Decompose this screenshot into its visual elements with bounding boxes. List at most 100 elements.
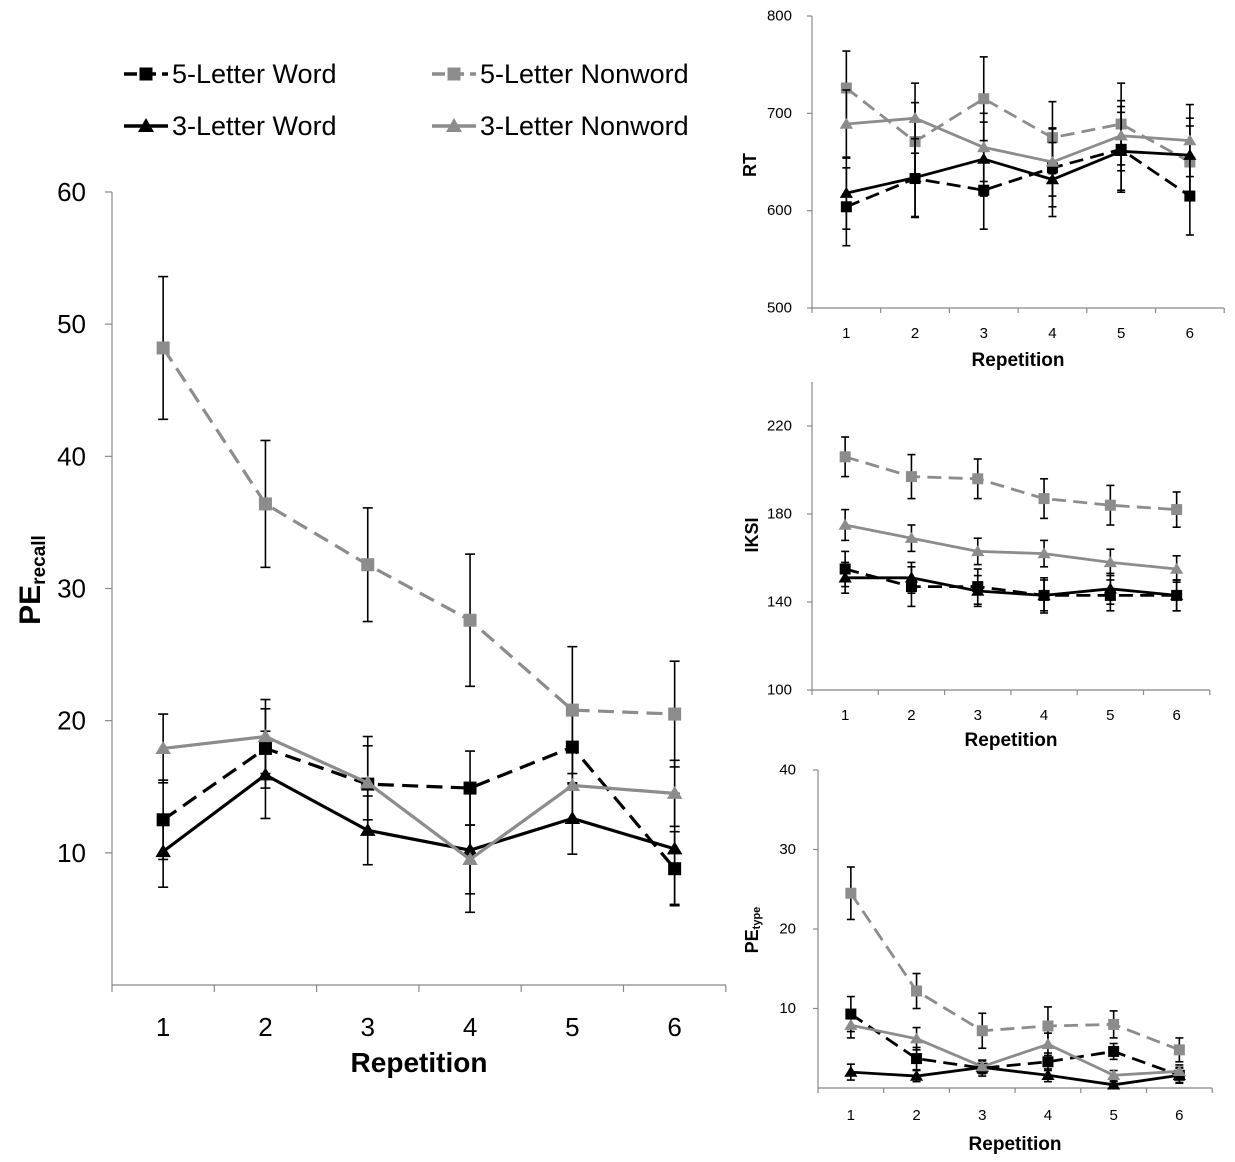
pe-type-data-point bbox=[911, 985, 923, 997]
iksi-data-point bbox=[1103, 556, 1117, 568]
pe-recall-y-tick-label: 20 bbox=[57, 706, 86, 736]
pe-recall-data-point bbox=[359, 775, 376, 789]
iksi-y-tick-label: 140 bbox=[767, 594, 792, 611]
legend-item: 5-Letter Nonword bbox=[432, 59, 689, 89]
rt-x-tick-label: 4 bbox=[1048, 325, 1056, 342]
iksi-y-tick-label: 220 bbox=[767, 418, 792, 435]
rt-data-point bbox=[977, 141, 991, 153]
rt-series-3 bbox=[839, 82, 1197, 197]
legend: 5-Letter Word 5-Letter Nonword 3-Letter Wo… bbox=[124, 59, 689, 141]
rt-data-point bbox=[839, 117, 853, 129]
rt-x-tick-label: 1 bbox=[842, 325, 850, 342]
rt-series-line bbox=[846, 149, 1190, 195]
pe-type-series-line bbox=[850, 1065, 1180, 1087]
iksi-y-tick-label: 180 bbox=[767, 506, 792, 523]
pe-recall-series-line bbox=[162, 734, 675, 862]
pe-type-data-point bbox=[1107, 1069, 1121, 1080]
rt-y-tick-label: 700 bbox=[767, 105, 792, 122]
pe-recall-data-point bbox=[359, 822, 376, 836]
legend-label: 3-Letter Nonword bbox=[480, 111, 689, 141]
pe-type-data-point bbox=[1107, 1078, 1121, 1090]
pe-recall-y-axis-label: PErecall bbox=[14, 535, 50, 625]
iksi-x-tick-label: 6 bbox=[1172, 707, 1180, 724]
rt-x-axis-label: Repetition bbox=[972, 350, 1065, 371]
pe-recall-data-point bbox=[564, 778, 581, 791]
rt-series-2 bbox=[839, 111, 1197, 230]
pe-recall-series-3 bbox=[155, 698, 683, 895]
iksi-data-point bbox=[1171, 504, 1183, 516]
iksi-data-point bbox=[904, 531, 919, 543]
rt-data-point bbox=[1183, 134, 1197, 146]
pe-recall-series-line bbox=[162, 745, 676, 870]
legend-swatch-marker bbox=[138, 118, 154, 132]
pe-recall-x-tick-label: 4 bbox=[463, 1012, 477, 1042]
iksi-x-tick-label: 5 bbox=[1106, 707, 1114, 724]
pe-type-x-tick-label: 5 bbox=[1109, 1107, 1117, 1124]
iksi-data-point bbox=[838, 518, 852, 530]
rt-series-1 bbox=[840, 50, 1196, 199]
legend-label: 5-Letter Word bbox=[172, 59, 337, 89]
iksi-data-point bbox=[971, 545, 985, 557]
legend-item: 3-Letter Nonword bbox=[432, 111, 689, 141]
rt-data-point bbox=[1045, 155, 1060, 167]
iksi-series-line bbox=[844, 523, 1177, 571]
rt-series-line bbox=[845, 86, 1191, 164]
pe-recall-x-tick-label: 2 bbox=[258, 1012, 272, 1042]
pe-recall-x-tick-label: 1 bbox=[156, 1012, 170, 1042]
rt-y-tick-label: 500 bbox=[767, 300, 792, 317]
pe-type-data-point bbox=[1041, 1069, 1055, 1080]
pe-recall-data-point bbox=[155, 844, 171, 858]
rt-data-point bbox=[1114, 129, 1128, 141]
pe-type-data-point bbox=[1108, 1045, 1120, 1057]
pe-recall-panel: 10 20 30 40 50 60 1 2 3 4 5 6 Repetition PErecall bbox=[14, 177, 727, 1078]
rt-y-tick-label: 600 bbox=[767, 202, 792, 219]
iksi-data-point bbox=[1037, 547, 1051, 559]
pe-type-data-point bbox=[845, 887, 857, 899]
pe-recall-y-tick-label: 10 bbox=[57, 838, 86, 868]
legend-swatch-marker bbox=[139, 67, 153, 81]
rt-data-point bbox=[840, 82, 852, 94]
iksi-y-axis-label: IKSI bbox=[742, 517, 762, 552]
rt-x-tick-label: 3 bbox=[980, 325, 988, 342]
pe-type-y-axis-label-main: PE bbox=[742, 929, 762, 953]
rt-data-point bbox=[978, 93, 990, 105]
iksi-series-1 bbox=[839, 436, 1183, 529]
pe-type-series-1 bbox=[845, 866, 1185, 1063]
pe-type-data-point bbox=[1042, 1056, 1054, 1068]
pe-type-y-tick-label: 20 bbox=[779, 921, 796, 938]
pe-recall-y-tick-label: 60 bbox=[57, 177, 86, 207]
pe-recall-x-tick-label: 5 bbox=[565, 1012, 579, 1042]
pe-type-x-tick-label: 1 bbox=[847, 1107, 855, 1124]
pe-type-y-tick-label: 10 bbox=[779, 1000, 796, 1017]
pe-type-x-tick-label: 4 bbox=[1044, 1107, 1052, 1124]
pe-recall-y-tick-label: 40 bbox=[57, 441, 86, 471]
pe-recall-y-axis-label-main: PE bbox=[14, 585, 47, 625]
iksi-data-point bbox=[1104, 499, 1116, 511]
pe-recall-data-point bbox=[361, 558, 375, 572]
iksi-series-3 bbox=[838, 508, 1184, 584]
pe-recall-data-point bbox=[155, 741, 171, 754]
pe-type-series-3 bbox=[844, 1011, 1186, 1081]
iksi-x-tick-label: 4 bbox=[1040, 707, 1048, 724]
pe-recall-data-point bbox=[668, 707, 682, 721]
rt-y-axis-label-main: RT bbox=[740, 153, 760, 177]
pe-recall-x-tick-label: 6 bbox=[667, 1012, 681, 1042]
iksi-series-line bbox=[845, 576, 1177, 597]
pe-type-series-line bbox=[850, 1023, 1180, 1077]
iksi-data-point bbox=[839, 451, 851, 463]
iksi-data-point bbox=[1170, 562, 1184, 574]
rt-y-tick-label: 800 bbox=[767, 8, 792, 25]
rt-data-point bbox=[839, 186, 853, 198]
rt-series-line bbox=[845, 147, 1191, 209]
pe-recall-series-0 bbox=[156, 707, 682, 907]
pe-recall-series-line bbox=[161, 347, 675, 716]
iksi-data-point bbox=[1038, 493, 1050, 505]
rt-y-axis-label: RT bbox=[740, 153, 760, 177]
legend-label: 3-Letter Word bbox=[172, 111, 337, 141]
pe-recall-data-point bbox=[462, 852, 478, 865]
pe-type-y-tick-label: 30 bbox=[779, 841, 796, 858]
pe-type-data-point bbox=[909, 1032, 924, 1044]
rt-x-tick-label: 5 bbox=[1117, 325, 1125, 342]
rt-x-tick-label: 6 bbox=[1186, 325, 1194, 342]
pe-type-data-point bbox=[844, 1018, 858, 1030]
